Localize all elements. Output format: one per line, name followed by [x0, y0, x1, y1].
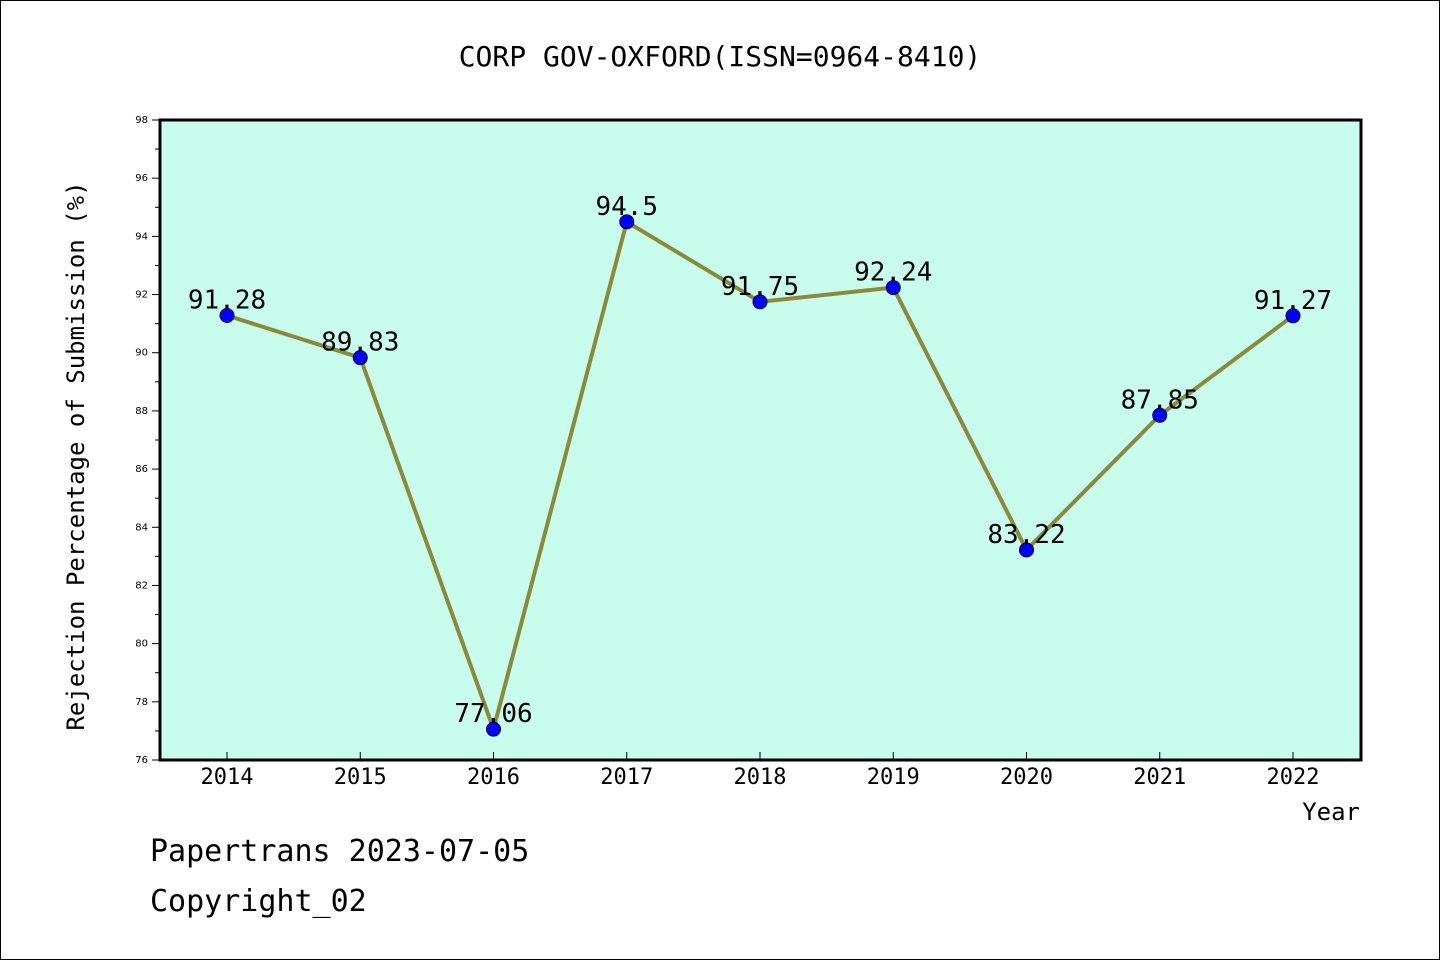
- data-point: [486, 721, 501, 737]
- x-axis-label: Year: [1302, 798, 1360, 826]
- y-tick-label: 98: [135, 115, 148, 126]
- x-tick-label: 2014: [201, 765, 254, 790]
- plot-border: [158, 118, 1363, 762]
- data-point: [619, 214, 635, 230]
- y-tick-label: 86: [135, 464, 148, 475]
- x-tick-label: 2018: [734, 765, 787, 790]
- x-tick-label: 2022: [1267, 765, 1320, 790]
- footer-copyright: Copyright_02: [150, 884, 367, 919]
- data-point: [1152, 407, 1168, 423]
- data-label: 91.27: [1254, 286, 1332, 316]
- data-label: 89.83: [321, 328, 399, 358]
- data-label: 94.5: [595, 192, 658, 222]
- x-tick-label: 2021: [1133, 765, 1186, 790]
- x-tick-label: 2020: [1000, 765, 1053, 790]
- x-tick-label: 2017: [600, 765, 653, 790]
- x-tick-label: 2019: [867, 765, 920, 790]
- data-label: 77.06: [454, 699, 532, 729]
- y-tick-label: 84: [135, 522, 148, 533]
- y-tick-label: 88: [135, 406, 148, 417]
- data-point: [352, 350, 368, 366]
- y-tick-label: 78: [135, 697, 148, 708]
- footer-date: Papertrans 2023-07-05: [150, 834, 530, 869]
- chart-title: CORP GOV-OXFORD(ISSN=0964-8410): [459, 40, 982, 73]
- plot-area: [160, 120, 1361, 760]
- y-axis-label: Rejection Percentage of Submission (%): [62, 181, 90, 730]
- y-tick-labels: 76 78 80 82 84 86 88 90 92 94 96 98: [135, 115, 148, 766]
- data-point: [1285, 308, 1301, 324]
- data-point: [1019, 542, 1034, 558]
- data-label: 92.24: [854, 258, 932, 288]
- data-label: 91.75: [721, 272, 799, 302]
- data-point: [885, 280, 901, 296]
- x-tick-label: 2016: [467, 765, 520, 790]
- y-tick-label: 82: [135, 580, 148, 591]
- y-tick-label: 80: [135, 639, 148, 650]
- series-markers: [219, 214, 1301, 737]
- data-label: 87.85: [1121, 385, 1199, 415]
- y-tick-label: 76: [135, 755, 148, 766]
- data-point: [219, 307, 235, 323]
- data-label: 91.28: [188, 285, 266, 315]
- y-tick-label: 94: [135, 231, 148, 242]
- y-tick-label: 92: [135, 290, 148, 301]
- y-tick-label: 96: [135, 173, 148, 184]
- x-tick-labels: 2014 2015 2016 2017 2018 2019 2020 2021 2022: [201, 765, 1320, 790]
- x-tick-label: 2015: [334, 765, 387, 790]
- data-label: 83.22: [987, 520, 1065, 550]
- data-point: [752, 294, 768, 310]
- data-labels: 91.28 89.83 77.06 94.5 91.75 92.24 83.22 87.85 9…: [188, 192, 1332, 729]
- y-tick-label: 90: [135, 348, 148, 359]
